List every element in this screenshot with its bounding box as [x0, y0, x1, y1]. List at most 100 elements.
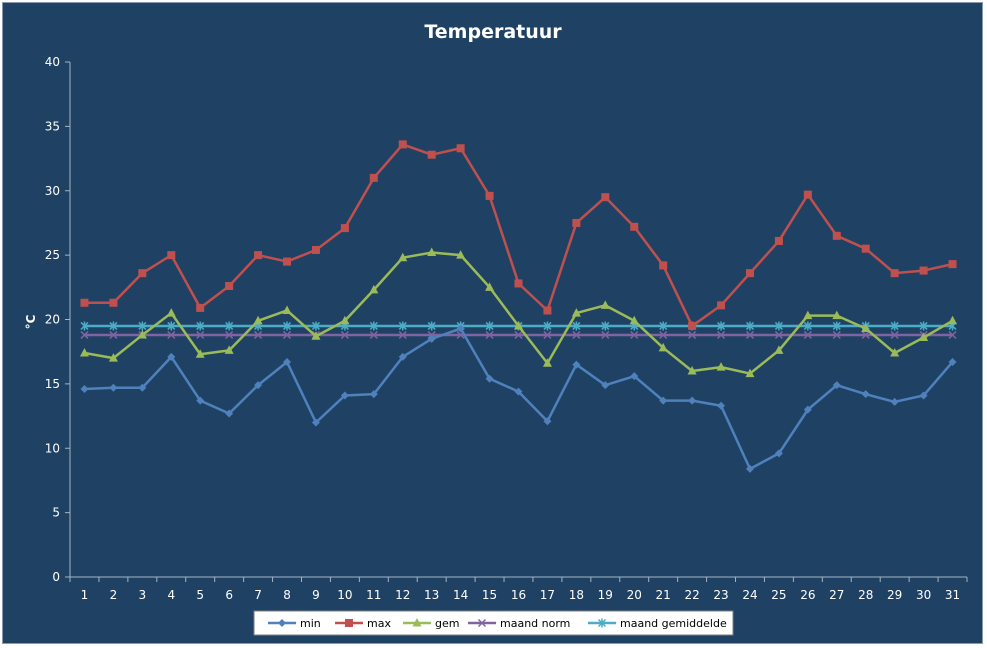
x-tick-label: 17 — [540, 588, 555, 602]
data-point-maand-gemiddelde — [311, 321, 320, 331]
data-point-min — [138, 383, 147, 392]
data-point-maand-norm — [254, 330, 263, 339]
data-point-maand-gemiddelde — [398, 321, 407, 331]
data-point-gem — [948, 315, 958, 325]
data-point-maand-gemiddelde — [659, 321, 668, 331]
x-tick-label: 9 — [312, 588, 320, 602]
data-point-maand-gemiddelde — [803, 321, 812, 331]
data-point-maand-gemiddelde — [138, 321, 147, 331]
data-point-min — [167, 352, 176, 361]
x-tick-label: 7 — [254, 588, 262, 602]
data-point-gem — [890, 347, 900, 357]
data-point-max — [832, 231, 841, 240]
data-point-maand-norm — [745, 330, 755, 339]
data-point-min — [774, 449, 783, 458]
data-point-gem — [514, 320, 523, 330]
x-tick-label: 14 — [453, 588, 468, 602]
legend-swatch-marker — [345, 619, 353, 627]
data-point-maand-gemiddelde — [890, 321, 899, 331]
x-tick-label: 8 — [283, 588, 291, 602]
data-point-maand-norm — [80, 330, 89, 339]
x-tick-label: 20 — [627, 588, 642, 602]
data-point-min — [398, 352, 407, 361]
data-point-min — [80, 385, 89, 394]
legend-item-maand-gemiddelde: maand gemiddelde — [588, 617, 727, 630]
y-axis-label: °C — [24, 314, 38, 329]
data-point-min — [485, 374, 494, 383]
data-point-min — [890, 397, 899, 406]
x-tick-label: 29 — [887, 588, 902, 602]
y-tick-label: 0 — [52, 570, 60, 584]
y-tick-label: 5 — [52, 506, 60, 520]
legend-label: min — [300, 617, 321, 630]
data-point-min — [196, 396, 205, 405]
data-point-maand-norm — [282, 330, 292, 339]
data-point-min — [688, 396, 697, 405]
data-point-gem — [542, 358, 552, 367]
data-point-max — [138, 269, 147, 278]
data-point-min — [919, 391, 928, 400]
data-point-gem — [137, 329, 147, 339]
data-point-min — [861, 390, 870, 399]
data-point-gem — [224, 345, 234, 354]
data-point-gem — [629, 315, 639, 325]
y-tick-label: 10 — [45, 441, 60, 455]
data-point-max — [630, 222, 639, 231]
data-point-min — [630, 372, 639, 381]
data-point-gem — [253, 315, 263, 325]
legend-item-min: min — [268, 617, 321, 630]
series-min — [80, 324, 957, 473]
data-point-maand-norm — [832, 330, 841, 339]
data-point-maand-norm — [369, 330, 378, 339]
data-point-max — [745, 269, 754, 278]
data-point-max — [427, 150, 436, 159]
data-point-gem — [774, 345, 784, 354]
data-point-gem — [456, 250, 466, 259]
y-tick-label: 30 — [45, 184, 60, 198]
data-point-gem — [716, 362, 726, 371]
data-point-max — [659, 261, 668, 270]
legend-swatch-marker — [412, 618, 422, 627]
legend-swatch-marker — [477, 618, 487, 628]
data-point-min — [543, 417, 552, 426]
legend: min max gem maand norm maand gemiddelde — [253, 610, 734, 636]
data-point-gem — [166, 308, 176, 317]
series-line-gem — [84, 251, 954, 375]
series-max — [80, 140, 957, 330]
data-point-min — [601, 381, 610, 390]
data-point-gem — [79, 347, 89, 357]
data-point-max — [774, 236, 783, 245]
data-point-gem — [282, 305, 292, 314]
data-point-min — [427, 334, 436, 343]
x-tick-label: 19 — [598, 588, 613, 602]
data-point-max — [717, 301, 726, 310]
data-point-gem — [832, 310, 842, 320]
data-point-maand-norm — [109, 330, 118, 339]
series-maand-norm — [80, 330, 957, 339]
data-point-maand-norm — [398, 330, 407, 339]
x-tick-label: 22 — [684, 588, 699, 602]
x-tick-label: 2 — [110, 588, 118, 602]
data-point-min — [225, 409, 234, 418]
data-point-gem — [195, 349, 205, 358]
data-point-maand-norm — [340, 330, 349, 339]
data-point-min — [311, 418, 320, 427]
x-tick-label: 30 — [916, 588, 931, 602]
x-tick-label: 25 — [771, 588, 786, 602]
data-point-max — [601, 193, 610, 202]
data-point-max — [167, 251, 176, 260]
data-point-min — [514, 387, 523, 396]
x-tick-label: 10 — [337, 588, 352, 602]
data-point-maand-gemiddelde — [80, 321, 89, 331]
data-point-min — [948, 357, 957, 366]
x-tick-label: 12 — [395, 588, 410, 602]
data-point-maand-norm — [514, 330, 523, 339]
data-point-max — [543, 306, 552, 315]
legend-swatch-marker — [278, 619, 286, 627]
data-point-gem — [745, 368, 755, 378]
data-point-max — [80, 298, 89, 307]
data-point-min — [659, 396, 668, 405]
data-point-maand-norm — [948, 330, 957, 339]
data-point-maand-norm — [485, 330, 494, 339]
